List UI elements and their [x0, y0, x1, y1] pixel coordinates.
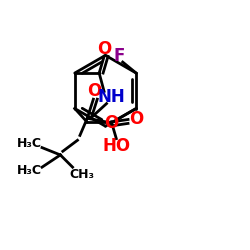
Text: O: O: [88, 82, 102, 100]
Text: HO: HO: [102, 138, 130, 156]
Text: H₃C: H₃C: [17, 138, 42, 150]
Text: O: O: [104, 114, 119, 132]
Text: O: O: [97, 40, 111, 58]
Text: NH: NH: [98, 88, 125, 106]
Text: H₃C: H₃C: [17, 164, 42, 177]
Text: CH₃: CH₃: [70, 168, 95, 181]
Text: F: F: [113, 47, 125, 65]
Text: O: O: [129, 110, 143, 128]
